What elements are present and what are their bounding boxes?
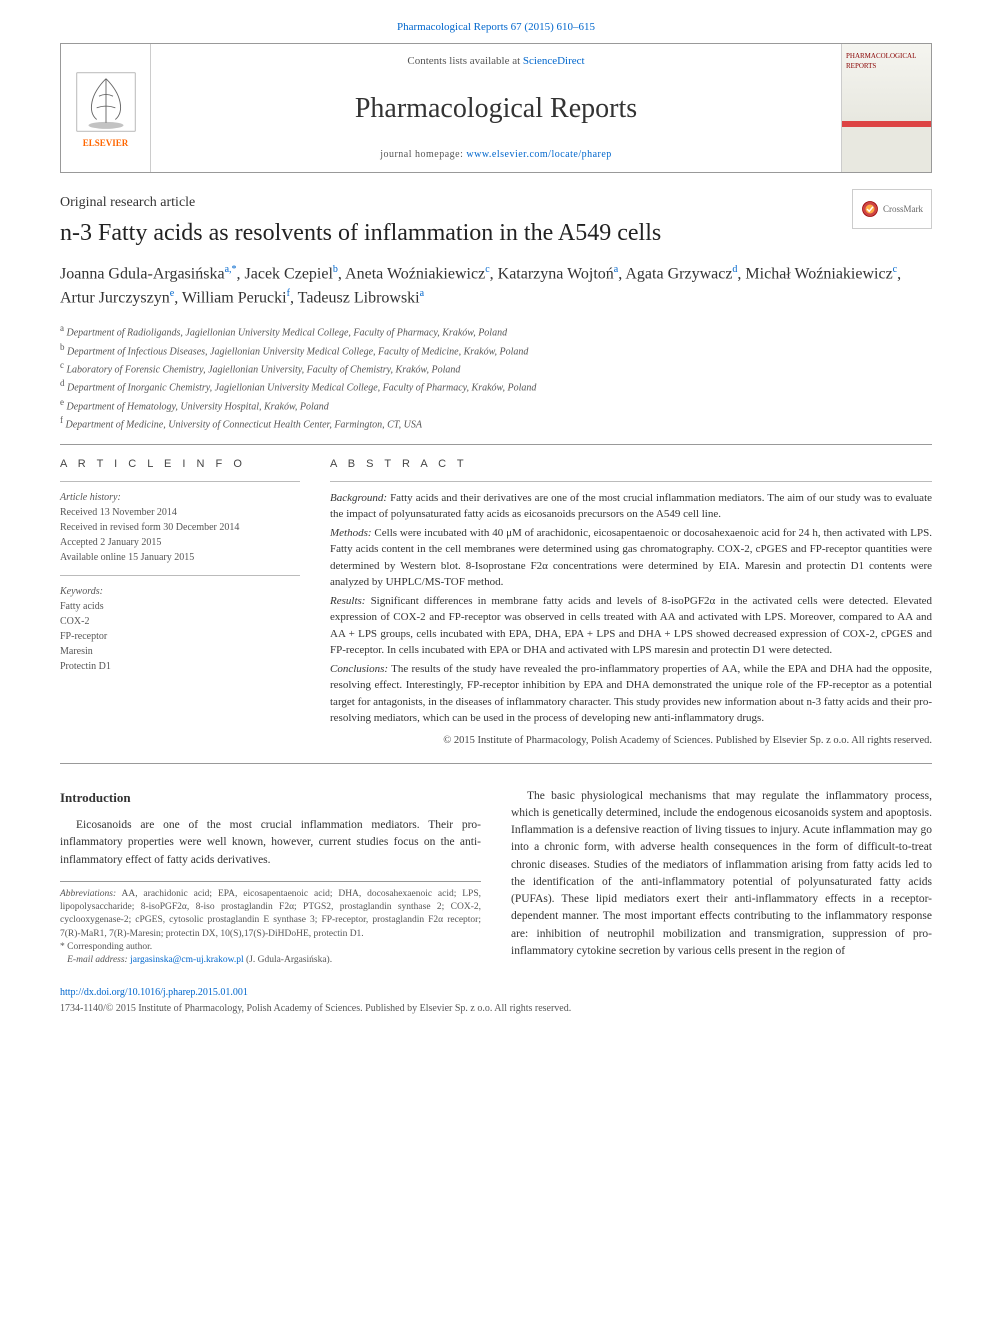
intro-right-col: The basic physiological mechanisms that … (511, 788, 932, 969)
author-4-aff[interactable]: a (614, 264, 618, 275)
journal-homepage-line: journal homepage: www.elsevier.com/locat… (380, 148, 612, 162)
issn-copyright-line: 1734-1140/© 2015 Institute of Pharmacolo… (60, 1002, 932, 1016)
author-7: Artur Jurczyszyn (60, 289, 170, 306)
affiliation-f: Department of Medicine, University of Co… (66, 419, 422, 430)
author-2: Jacek Czepiel (245, 265, 333, 282)
keyword-3: FP-receptor (60, 629, 300, 644)
abstract-methods: Cells were incubated with 40 μM of arach… (330, 527, 932, 589)
elsevier-logo[interactable]: ELSEVIER (61, 44, 151, 172)
corresponding-email-link[interactable]: jargasinska@cm-uj.krakow.pl (130, 955, 244, 965)
affiliation-c: Laboratory of Forensic Chemistry, Jagiel… (67, 364, 461, 375)
sciencedirect-link[interactable]: ScienceDirect (523, 55, 585, 67)
author-8-aff[interactable]: f (287, 288, 290, 299)
affiliation-b: Department of Infectious Diseases, Jagie… (67, 346, 528, 357)
keyword-2: COX-2 (60, 614, 300, 629)
rule-above-abstract (60, 444, 932, 445)
abstract-copyright: © 2015 Institute of Pharmacology, Polish… (330, 733, 932, 749)
authors-list: Joanna Gdula-Argasińskaa,*, Jacek Czepie… (60, 262, 932, 311)
info-abstract-row: A R T I C L E I N F O Article history: R… (60, 457, 932, 750)
intro-left-col: Introduction Eicosanoids are one of the … (60, 788, 481, 969)
keyword-1: Fatty acids (60, 599, 300, 614)
abstract-heading: A B S T R A C T (330, 457, 932, 472)
rule-info-1 (60, 481, 300, 482)
intro-paragraph-1: Eicosanoids are one of the most crucial … (60, 817, 481, 869)
author-6: Michał Woźniakiewicz (745, 265, 892, 282)
keyword-4: Maresin (60, 644, 300, 659)
footnotes-block: Abbreviations: AA, arachidonic acid; EPA… (60, 881, 481, 968)
keywords-label: Keywords: (60, 584, 300, 599)
history-online: Available online 15 January 2015 (60, 550, 300, 565)
history-revised: Received in revised form 30 December 201… (60, 520, 300, 535)
history-accepted: Accepted 2 January 2015 (60, 535, 300, 550)
intro-paragraph-2: The basic physiological mechanisms that … (511, 788, 932, 961)
journal-title: Pharmacological Reports (355, 89, 637, 128)
email-suffix: (J. Gdula-Argasińska). (246, 955, 332, 965)
author-1: Joanna Gdula-Argasińska (60, 265, 225, 282)
article-info-heading: A R T I C L E I N F O (60, 457, 300, 472)
author-2-aff[interactable]: b (333, 264, 338, 275)
author-4: Katarzyna Wojtoń (498, 265, 614, 282)
email-label: E-mail address: (67, 955, 128, 965)
affiliation-a: Department of Radioligands, Jagiellonian… (67, 328, 508, 339)
abbreviations-text: AA, arachidonic acid; EPA, eicosapentaen… (60, 889, 481, 939)
author-8: William Perucki (182, 289, 287, 306)
abstract-conclusions: The results of the study have revealed t… (330, 663, 932, 725)
author-5-aff[interactable]: d (732, 264, 737, 275)
article-title: n-3 Fatty acids as resolvents of inflamm… (60, 219, 932, 248)
abstract-background: Fatty acids and their derivatives are on… (330, 492, 932, 521)
abstract-methods-label: Methods: (330, 527, 372, 539)
header-center: Contents lists available at ScienceDirec… (151, 44, 841, 172)
elsevier-tree-icon (71, 67, 141, 137)
author-9-aff[interactable]: a (420, 288, 424, 299)
history-received: Received 13 November 2014 (60, 505, 300, 520)
abstract-results-label: Results: (330, 595, 365, 607)
abbreviations-label: Abbreviations: (60, 889, 116, 899)
affiliation-d: Department of Inorganic Chemistry, Jagie… (67, 383, 536, 394)
article-info-col: A R T I C L E I N F O Article history: R… (60, 457, 300, 750)
author-9: Tadeusz Librowski (298, 289, 420, 306)
corresponding-author: * Corresponding author. (60, 941, 481, 954)
introduction-section: Introduction Eicosanoids are one of the … (60, 788, 932, 969)
article-history: Article history: Received 13 November 20… (60, 490, 300, 565)
affiliations-list: a Department of Radioligands, Jagielloni… (60, 322, 932, 432)
journal-header-box: ELSEVIER Contents lists available at Sci… (60, 43, 932, 173)
rule-abstract (330, 481, 932, 482)
author-3-aff[interactable]: c (485, 264, 489, 275)
abstract-results: Significant differences in membrane fatt… (330, 595, 932, 657)
doi-link[interactable]: http://dx.doi.org/10.1016/j.pharep.2015.… (60, 986, 932, 1000)
header-citation[interactable]: Pharmacological Reports 67 (2015) 610–61… (60, 20, 932, 35)
author-3: Aneta Woźniakiewicz (345, 265, 485, 282)
elsevier-label: ELSEVIER (83, 137, 129, 150)
author-6-aff[interactable]: c (893, 264, 897, 275)
journal-homepage-link[interactable]: www.elsevier.com/locate/pharep (466, 149, 611, 160)
abstract-background-label: Background: (330, 492, 387, 504)
journal-cover-thumbnail[interactable]: PHARMACOLOGICAL REPORTS (841, 44, 931, 172)
rule-info-2 (60, 575, 300, 576)
rule-below-abstract (60, 763, 932, 764)
article-type: Original research article (60, 193, 932, 213)
abstract-body: Background: Fatty acids and their deriva… (330, 490, 932, 749)
crossmark-button[interactable]: CrossMark (852, 189, 932, 229)
author-7-aff[interactable]: e (170, 288, 174, 299)
abstract-col: A B S T R A C T Background: Fatty acids … (330, 457, 932, 750)
keyword-5: Protectin D1 (60, 659, 300, 674)
introduction-heading: Introduction (60, 788, 481, 808)
crossmark-icon (861, 200, 879, 218)
abstract-conclusions-label: Conclusions: (330, 663, 388, 675)
keywords-block: Keywords: Fatty acids COX-2 FP-receptor … (60, 584, 300, 674)
author-5: Agata Grzywacz (625, 265, 732, 282)
affiliation-e: Department of Hematology, University Hos… (67, 401, 329, 412)
author-1-aff[interactable]: a,* (225, 264, 237, 275)
contents-available-line: Contents lists available at ScienceDirec… (407, 54, 584, 69)
history-label: Article history: (60, 490, 300, 505)
